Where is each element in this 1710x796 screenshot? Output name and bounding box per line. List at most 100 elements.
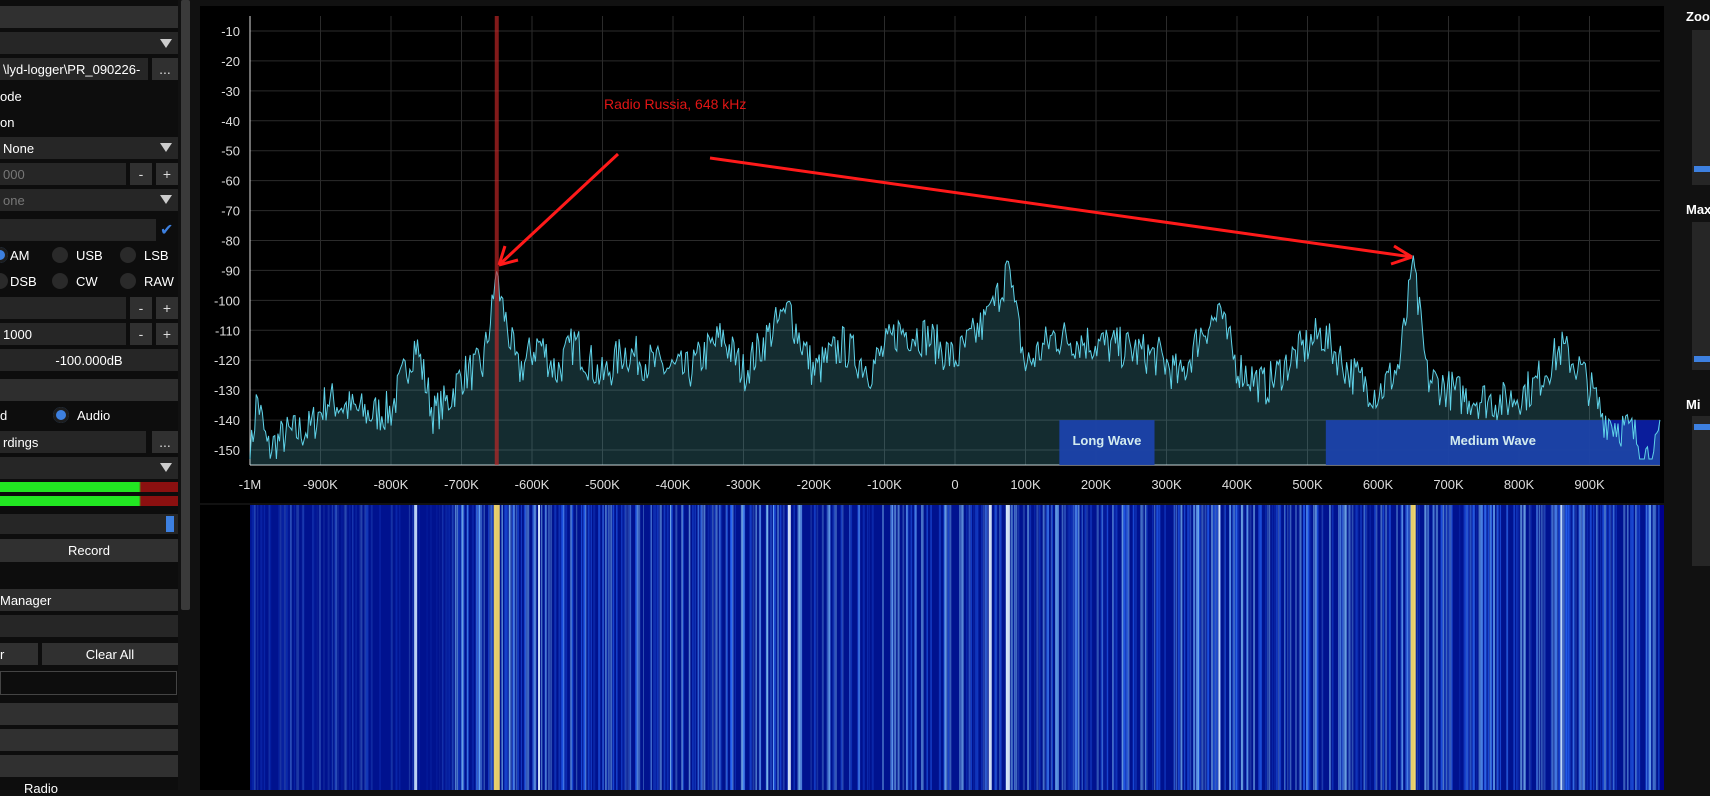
radio-lsb-icon[interactable]: [120, 247, 136, 263]
max-slider-thumb[interactable]: [1694, 356, 1710, 362]
bandwidth-decrement-button[interactable]: -: [130, 323, 152, 345]
rds-dropdown[interactable]: one: [0, 189, 178, 211]
offset-increment-button[interactable]: +: [156, 163, 178, 185]
fft-spectrum-panel[interactable]: -10 -20 -30 -40 -50 -60 -70 -80 -90 -100 -110 -120 -…: [200, 6, 1664, 503]
mode-am-label[interactable]: AM: [10, 247, 30, 263]
mode-usb-label[interactable]: USB: [76, 247, 103, 263]
radio-usb-icon[interactable]: [52, 247, 68, 263]
radio-cw-icon[interactable]: [52, 273, 68, 289]
waterfall-streak: [1189, 505, 1192, 790]
recorder-section-header[interactable]: [0, 379, 178, 401]
iq-mode-label[interactable]: ode: [0, 88, 22, 104]
record-source-baseband-label[interactable]: d: [0, 407, 8, 423]
frequency-input[interactable]: [0, 219, 156, 241]
waterfall-streak: [1277, 505, 1280, 790]
volume-slider[interactable]: [0, 514, 178, 534]
waterfall-streak: [943, 505, 945, 790]
waterfall-streak: [1279, 505, 1282, 790]
waterfall-display[interactable]: [200, 505, 1664, 790]
waterfall-streak: [1246, 505, 1249, 790]
waterfall-carrier: [1218, 505, 1221, 790]
volume-slider-thumb[interactable]: [166, 516, 174, 532]
waterfall-streak: [282, 505, 285, 790]
bandwidth-increment-button[interactable]: +: [156, 323, 178, 345]
radio-section-label[interactable]: Radio: [24, 780, 58, 796]
device-dropdown[interactable]: [0, 32, 178, 54]
zoom-slider[interactable]: [1692, 30, 1710, 185]
min-slider[interactable]: [1692, 416, 1710, 566]
record-button[interactable]: Record: [0, 539, 178, 562]
file-path-field[interactable]: \lyd-logger\PR_090226-: [0, 58, 148, 80]
step-input[interactable]: [0, 297, 126, 319]
waterfall-streak: [985, 505, 988, 790]
waterfall-streak: [1235, 505, 1238, 790]
x-tick-label: 600K: [1363, 477, 1394, 492]
waterfall-panel[interactable]: [200, 505, 1664, 790]
waterfall-streak: [743, 505, 746, 790]
radio-am-icon[interactable]: [0, 247, 8, 263]
add-bookmark-button[interactable]: r: [0, 643, 38, 665]
zoom-slider-thumb[interactable]: [1694, 166, 1710, 172]
waterfall-streak: [658, 505, 661, 790]
chevron-down-icon[interactable]: [160, 195, 172, 204]
decimation-dropdown[interactable]: None: [0, 137, 178, 159]
check-icon[interactable]: ✔: [160, 222, 174, 239]
frequency-manager-header[interactable]: Manager: [0, 589, 178, 611]
waterfall-streak: [913, 505, 916, 790]
waterfall-streak: [826, 505, 828, 790]
waterfall-streak: [697, 505, 700, 790]
waterfall-streak: [798, 505, 802, 790]
record-source-audio-label[interactable]: Audio: [77, 407, 111, 423]
waterfall-streak: [491, 505, 494, 790]
radio-audio-icon[interactable]: [53, 407, 69, 423]
waterfall-streak: [718, 505, 721, 790]
sidebar-scrollbar[interactable]: [181, 0, 190, 610]
clear-all-button[interactable]: Clear All: [42, 643, 178, 665]
waterfall-streak: [1555, 505, 1558, 790]
offset-input[interactable]: 000: [0, 163, 126, 185]
bookmark-list-dropdown[interactable]: [0, 615, 178, 637]
dc-offset-label[interactable]: on: [0, 114, 15, 130]
step-increment-button[interactable]: +: [156, 297, 178, 319]
waterfall-streak: [520, 505, 522, 790]
waterfall-streak: [1141, 505, 1144, 790]
waterfall-streak: [1409, 505, 1412, 790]
step-decrement-button[interactable]: -: [130, 297, 152, 319]
mode-dsb-label[interactable]: DSB: [10, 273, 37, 289]
waterfall-streak: [667, 505, 670, 790]
fft-spectrum-plot[interactable]: -10 -20 -30 -40 -50 -60 -70 -80 -90 -100 -110 -120 -…: [200, 6, 1664, 503]
offset-decrement-button[interactable]: -: [130, 163, 152, 185]
bandwidth-input[interactable]: 1000: [0, 323, 126, 345]
annotation-arrow-right: [709, 156, 1413, 259]
waterfall-streak: [466, 505, 469, 790]
waterfall-streak: [1232, 505, 1234, 790]
waterfall-streak: [1595, 505, 1597, 790]
waterfall-streak: [462, 505, 464, 790]
browse-recordings-button[interactable]: ...: [152, 431, 178, 453]
radio-raw-icon[interactable]: [120, 273, 136, 289]
mode-raw-label[interactable]: RAW: [144, 273, 174, 289]
waterfall-streak: [1050, 505, 1053, 790]
waterfall-streak: [1550, 505, 1553, 790]
waterfall-streak: [947, 505, 950, 790]
mode-cw-label[interactable]: CW: [76, 273, 98, 289]
waterfall-streak: [1597, 505, 1599, 790]
waterfall-streak: [1288, 505, 1290, 790]
radio-dsb-icon[interactable]: [0, 273, 8, 289]
mode-lsb-label[interactable]: LSB: [144, 247, 169, 263]
chevron-down-icon[interactable]: [160, 39, 172, 48]
chevron-down-icon[interactable]: [160, 143, 172, 152]
chevron-down-icon[interactable]: [160, 463, 172, 472]
format-dropdown[interactable]: [0, 457, 178, 479]
squelch-slider[interactable]: -100.000dB: [0, 349, 178, 371]
waterfall-streak: [296, 505, 298, 790]
waterfall-streak: [1258, 505, 1261, 790]
waterfall-streak: [1316, 505, 1319, 790]
min-slider-thumb[interactable]: [1694, 424, 1710, 430]
y-tick-label: -90: [221, 263, 240, 278]
bookmark-list[interactable]: [0, 671, 177, 695]
browse-file-button[interactable]: ...: [152, 58, 178, 80]
x-tick-label: -1M: [239, 477, 261, 492]
recordings-path-field[interactable]: rdings: [0, 431, 146, 453]
max-slider[interactable]: [1692, 222, 1710, 370]
